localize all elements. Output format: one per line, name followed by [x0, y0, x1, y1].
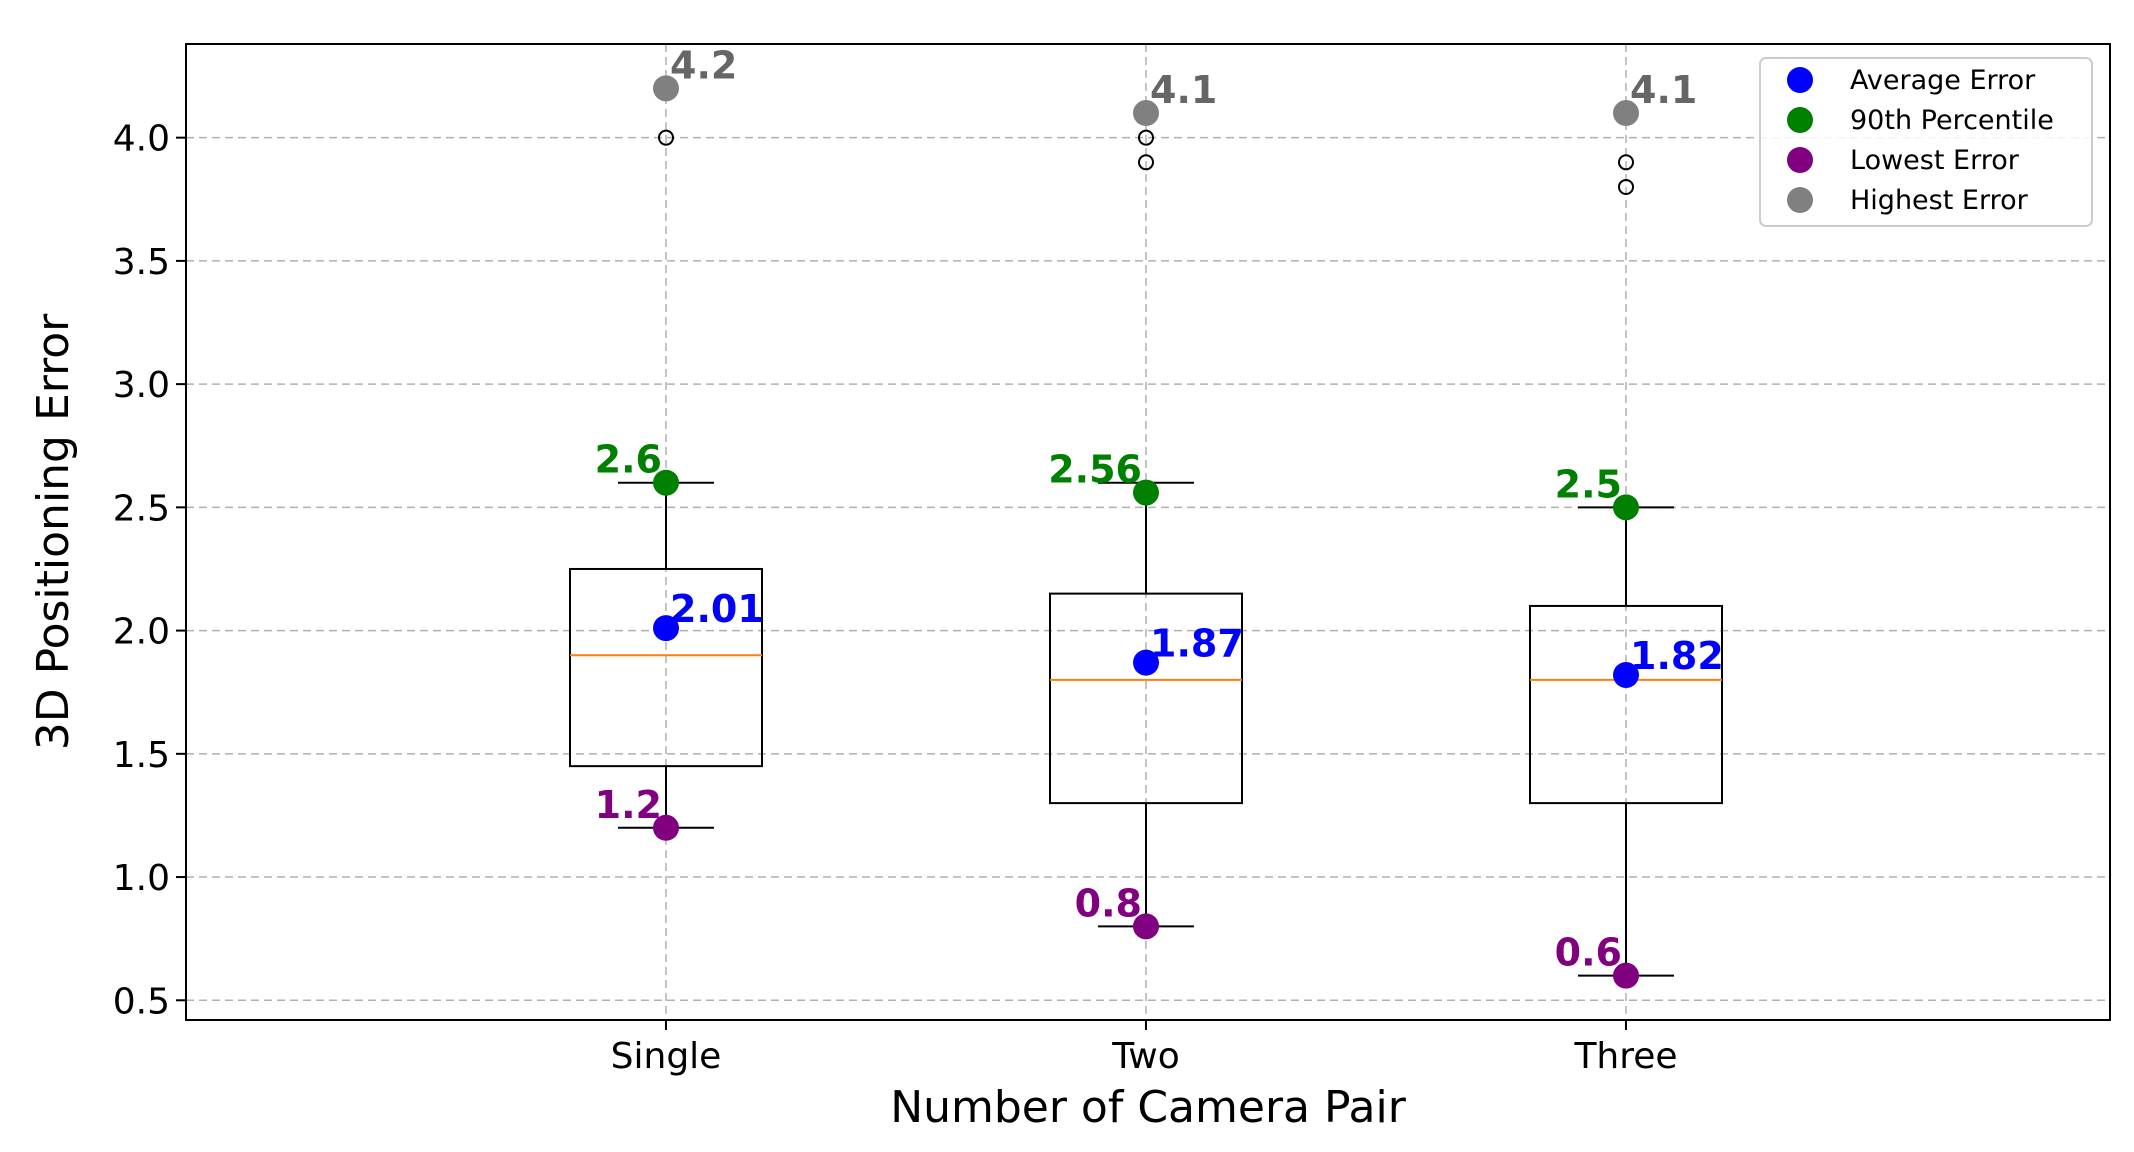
axis-layer: 0.5 1.0 1.5 2.0 2.5 3.0 3.5 4.0 Single Two Three — [113, 119, 1678, 1077]
legend-marker-highest-error — [1787, 187, 1813, 213]
lowest-error-point — [1613, 962, 1639, 989]
highest-error-value-label: 4.1 — [1630, 68, 1697, 112]
y-tick-label: 1.5 — [113, 735, 170, 776]
lowest-error-value-label: 0.8 — [1075, 881, 1142, 925]
90th-percentile-point — [653, 469, 679, 496]
label-layer: 2.01 1.87 1.82 2.6 2.56 2.5 1.2 0.8 0.6 4.2 4.1 4.1 — [595, 43, 1724, 974]
highest-error-value-label: 4.2 — [670, 43, 737, 87]
legend-items: Average Error 90th Percentile Lowest Error… — [1787, 65, 2054, 216]
90th-percentile-value-label: 2.6 — [595, 438, 662, 482]
average-error-value-label: 2.01 — [670, 587, 764, 631]
lowest-error-point — [653, 814, 679, 841]
y-tick-label: 2.0 — [113, 612, 170, 653]
average-error-value-label: 1.87 — [1150, 622, 1244, 666]
90th-percentile-point — [1133, 479, 1159, 506]
outlier-point — [1138, 129, 1154, 146]
outlier-point — [1618, 178, 1634, 195]
legend-marker-lowest-error — [1787, 147, 1813, 173]
90th-percentile-value-label: 2.5 — [1555, 462, 1622, 506]
x-axis-title: Number of Camera Pair — [890, 1082, 1407, 1133]
y-tick-label: 1.0 — [113, 858, 170, 899]
highest-error-point — [1133, 100, 1159, 127]
plot-frame — [185, 43, 2111, 1021]
highest-error-point — [1613, 100, 1639, 127]
lowest-error-point — [1133, 913, 1159, 940]
legend-frame — [1759, 57, 2093, 227]
outlier-point — [658, 129, 674, 146]
average-error-point — [1613, 661, 1639, 688]
x-tick-label: Two — [1111, 1036, 1180, 1077]
legend: Average Error 90th Percentile Lowest Error… — [1759, 57, 2093, 227]
legend-label-90th-percentile: 90th Percentile — [1850, 105, 2054, 136]
box-iqr — [1529, 604, 1723, 805]
average-error-point — [653, 615, 679, 642]
y-tick-label: 0.5 — [113, 981, 170, 1022]
90th-percentile-point — [1613, 494, 1639, 521]
outlier-point — [1138, 154, 1154, 171]
y-axis-title: 3D Positioning Error — [28, 313, 79, 750]
average-error-point — [1133, 649, 1159, 676]
highest-error-value-label: 4.1 — [1150, 68, 1217, 112]
x-tick-label: Single — [611, 1036, 722, 1077]
x-tick-label: Three — [1573, 1036, 1677, 1077]
y-tick-label: 3.5 — [113, 242, 170, 283]
legend-label-average-error: Average Error — [1850, 65, 2036, 96]
legend-label-lowest-error: Lowest Error — [1850, 145, 2020, 176]
highest-error-point — [653, 75, 679, 102]
legend-marker-90th-percentile — [1787, 107, 1813, 133]
point-layer — [653, 75, 1639, 989]
legend-label-highest-error: Highest Error — [1850, 185, 2029, 216]
legend-marker-average-error — [1787, 67, 1813, 93]
outlier-point — [1618, 154, 1634, 171]
average-error-value-label: 1.82 — [1630, 634, 1724, 678]
y-tick-label: 2.5 — [113, 488, 170, 529]
y-tick-label: 4.0 — [113, 119, 170, 160]
lowest-error-value-label: 0.6 — [1555, 931, 1622, 975]
lowest-error-value-label: 1.2 — [595, 783, 662, 827]
y-tick-label: 3.0 — [113, 365, 170, 406]
box-iqr — [569, 567, 763, 768]
box-iqr — [1049, 592, 1243, 805]
90th-percentile-value-label: 2.56 — [1048, 448, 1142, 492]
